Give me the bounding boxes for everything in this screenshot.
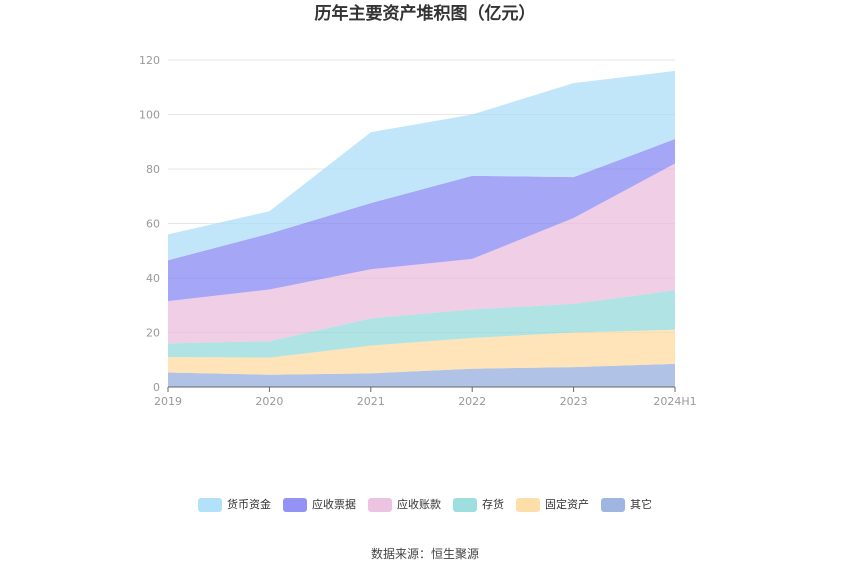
chart-title: 历年主要资产堆积图（亿元） [314, 4, 536, 24]
legend-label: 应收票据 [312, 498, 356, 511]
area-series-0 [168, 363, 675, 387]
y-tick-label: 120 [139, 54, 160, 67]
legend-swatch [601, 498, 625, 512]
legend-swatch [283, 498, 307, 512]
legend-item[interactable]: 存货 [453, 496, 504, 514]
area-series-3 [168, 163, 675, 344]
legend-label: 存货 [482, 498, 504, 511]
y-tick-label: 0 [153, 381, 160, 394]
legend-swatch [516, 498, 540, 512]
x-tick-label: 2020 [255, 395, 283, 408]
area-series-5 [168, 70, 675, 261]
x-tick-label: 2019 [154, 395, 182, 408]
legend-item[interactable]: 其它 [601, 496, 652, 514]
chart-legend: 货币资金 应收票据 应收账款 存货 固定资产 其它 [0, 496, 850, 514]
y-tick-label: 40 [146, 272, 160, 285]
legend-item[interactable]: 应收账款 [368, 496, 441, 514]
y-tick-label: 20 [146, 327, 160, 340]
x-tick-label: 2021 [357, 395, 385, 408]
legend-item[interactable]: 货币资金 [198, 496, 271, 514]
legend-label: 固定资产 [545, 498, 589, 511]
x-tick-label: 2022 [458, 395, 486, 408]
area-series-4 [168, 139, 675, 302]
data-source: 数据来源：恒生聚源 [370, 547, 479, 561]
y-tick-label: 60 [146, 218, 160, 231]
legend-label: 其它 [630, 498, 652, 511]
legend-label: 应收账款 [397, 498, 441, 511]
x-tick-label: 2024H1 [653, 395, 696, 408]
legend-swatch [368, 498, 392, 512]
y-tick-label: 100 [139, 109, 160, 122]
legend-item[interactable]: 应收票据 [283, 496, 356, 514]
legend-item[interactable]: 固定资产 [516, 496, 589, 514]
legend-label: 货币资金 [227, 498, 271, 511]
legend-swatch [453, 498, 477, 512]
area-series-2 [168, 290, 675, 358]
area-series-1 [168, 329, 675, 375]
x-tick-label: 2023 [560, 395, 588, 408]
legend-swatch [198, 498, 222, 512]
y-tick-label: 80 [146, 163, 160, 176]
